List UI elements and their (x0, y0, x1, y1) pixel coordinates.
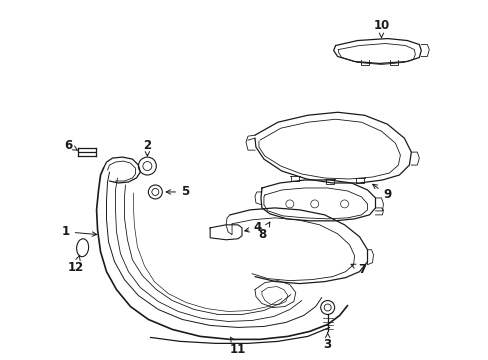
Text: 11: 11 (229, 337, 245, 356)
Text: 1: 1 (61, 225, 97, 238)
Text: 6: 6 (64, 139, 78, 152)
Text: 3: 3 (323, 332, 331, 351)
Text: 12: 12 (67, 256, 83, 274)
Text: 5: 5 (166, 185, 189, 198)
Text: 8: 8 (257, 222, 269, 241)
Text: 2: 2 (143, 139, 151, 156)
Text: 10: 10 (372, 19, 389, 38)
Text: 4: 4 (244, 221, 262, 234)
Text: 9: 9 (372, 184, 391, 202)
Text: 7: 7 (350, 263, 366, 276)
